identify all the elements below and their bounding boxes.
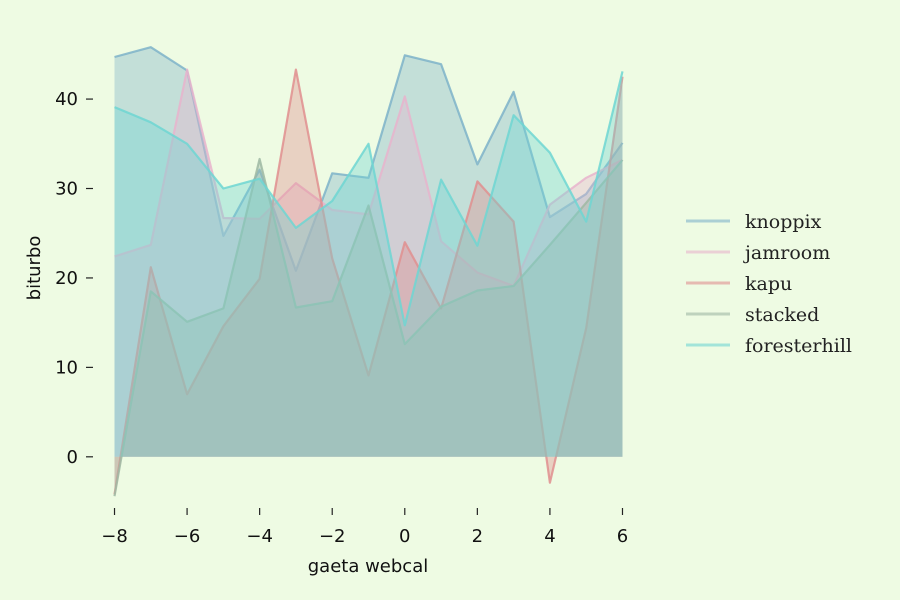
area-stacked xyxy=(114,159,623,497)
x-tick-label: −6 xyxy=(174,526,201,547)
x-tick-label: −8 xyxy=(101,526,128,547)
area-kapu xyxy=(114,69,623,495)
y-tick-label: 30 xyxy=(55,179,78,200)
y-tick-label: 40 xyxy=(55,89,78,110)
y-tick-label: 0 xyxy=(67,447,78,468)
legend-label: stacked xyxy=(745,304,819,326)
x-tick-label: 4 xyxy=(544,526,555,547)
line-jamroom xyxy=(114,68,623,288)
series-areas xyxy=(113,46,624,497)
x-tick-label: 6 xyxy=(617,526,628,547)
x-axis-title: gaeta webcal xyxy=(308,556,429,577)
y-tick-label: 20 xyxy=(55,268,78,289)
legend-item-foresterhill: foresterhill xyxy=(686,335,852,357)
x-tick-label: −4 xyxy=(246,526,273,547)
legend-label: foresterhill xyxy=(745,335,852,357)
y-axis: 0 10 20 30 40 xyxy=(55,89,93,468)
legend-item-kapu: kapu xyxy=(686,273,792,295)
legend-item-stacked: stacked xyxy=(686,304,819,326)
x-tick-label: −2 xyxy=(319,526,346,547)
legend-label: knoppix xyxy=(745,211,822,233)
x-tick-label: 0 xyxy=(399,526,410,547)
x-tick-label: 2 xyxy=(472,526,483,547)
area-knoppix xyxy=(114,47,623,457)
x-axis: −8 −6 −4 −2 0 2 4 6 xyxy=(101,508,628,547)
legend-label: kapu xyxy=(745,273,792,295)
legend-item-knoppix: knoppix xyxy=(686,211,822,233)
line-knoppix xyxy=(114,46,624,272)
line-foresterhill xyxy=(114,71,624,327)
line-kapu xyxy=(113,68,624,495)
y-axis-title: biturbo xyxy=(24,236,45,301)
legend-label: jamroom xyxy=(743,242,830,264)
line-stacked xyxy=(113,157,624,497)
legend: knoppix jamroom kapu stacked foresterhill xyxy=(686,211,852,357)
y-tick-label: 10 xyxy=(55,357,78,378)
area-jamroom xyxy=(114,69,623,457)
area-foresterhill xyxy=(114,71,623,457)
legend-item-jamroom: jamroom xyxy=(686,242,830,264)
